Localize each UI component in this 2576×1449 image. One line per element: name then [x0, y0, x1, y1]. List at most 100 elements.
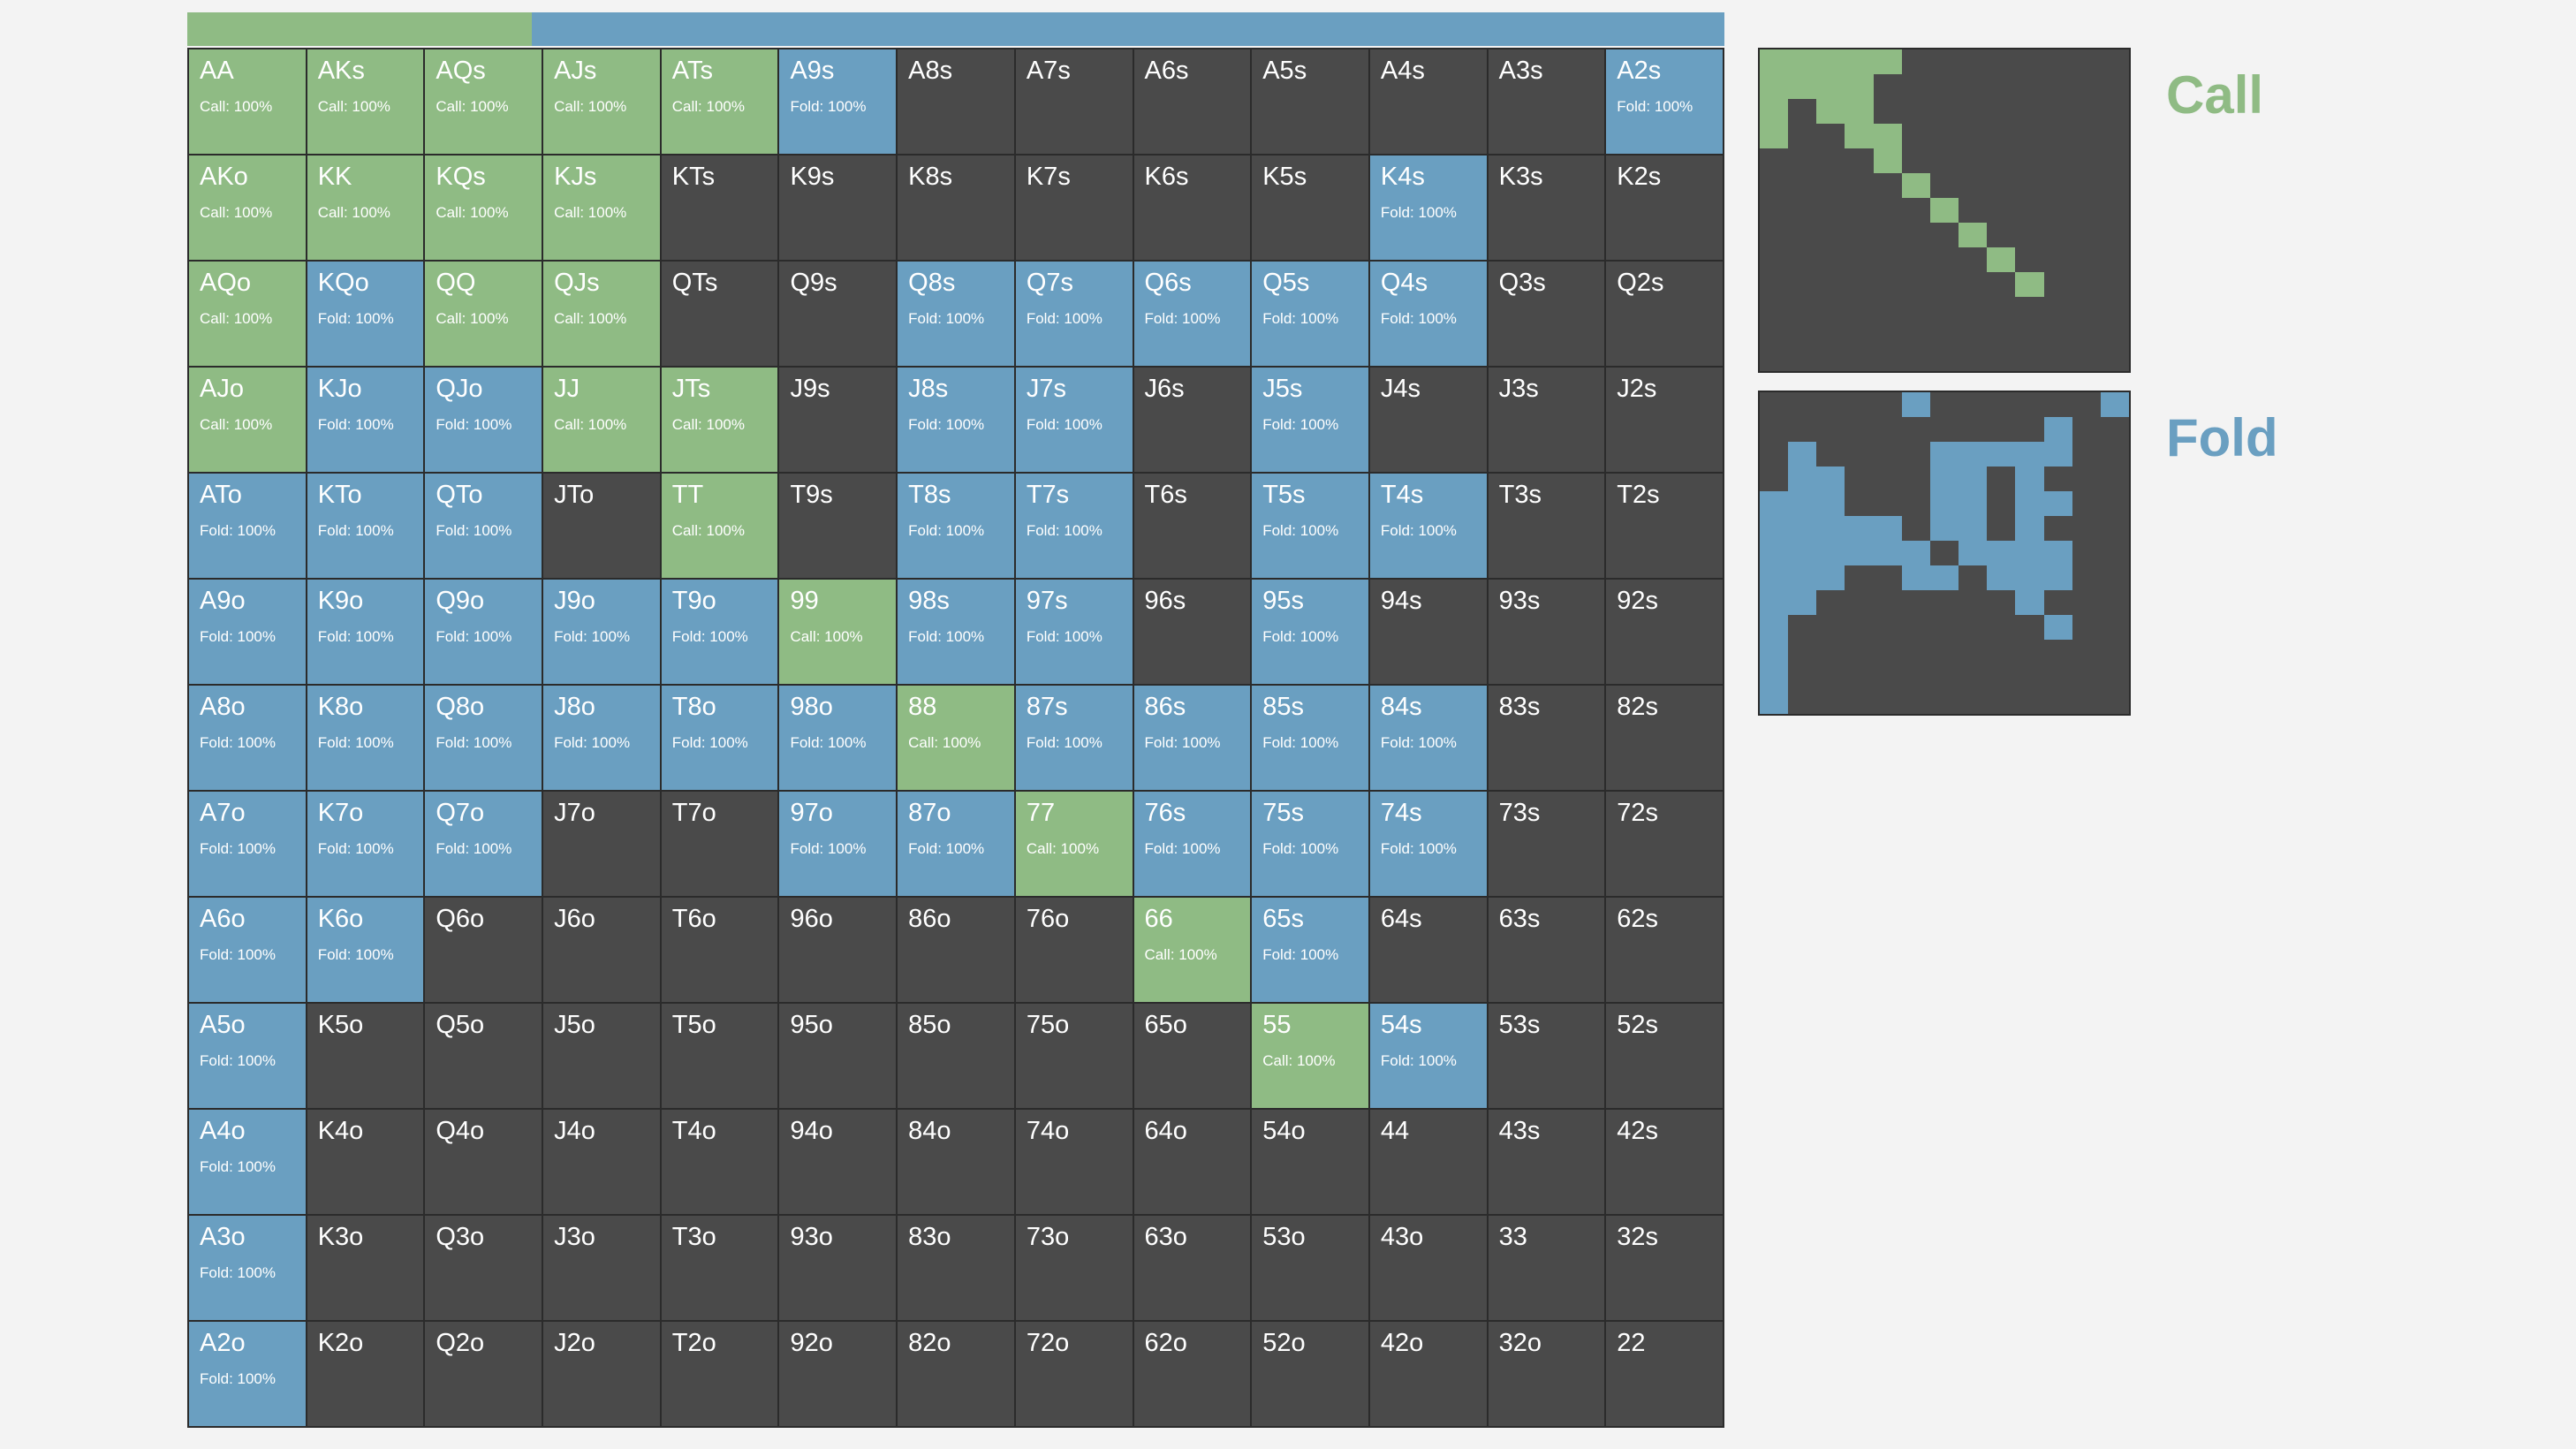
- hand-cell-97s[interactable]: 97s Fold: 100%: [1015, 580, 1133, 684]
- hand-cell-65s[interactable]: 65s Fold: 100%: [1252, 898, 1368, 1002]
- hand-cell-J2o[interactable]: J2o: [543, 1322, 660, 1426]
- hand-cell-AA[interactable]: AA Call: 100%: [189, 49, 306, 154]
- hand-cell-K2s[interactable]: K2s: [1606, 156, 1723, 260]
- hand-cell-Q2o[interactable]: Q2o: [425, 1322, 542, 1426]
- hand-cell-K5s[interactable]: K5s: [1252, 156, 1368, 260]
- hand-cell-AQs[interactable]: AQs Call: 100%: [425, 49, 542, 154]
- hand-cell-43o[interactable]: 43o: [1369, 1216, 1487, 1320]
- hand-cell-T6o[interactable]: T6o: [661, 898, 778, 1002]
- hand-cell-99[interactable]: 99 Call: 100%: [779, 580, 897, 684]
- hand-cell-84s[interactable]: 84s Fold: 100%: [1369, 686, 1487, 790]
- hand-cell-K8o[interactable]: K8o Fold: 100%: [307, 686, 424, 790]
- hand-cell-J9o[interactable]: J9o Fold: 100%: [543, 580, 660, 684]
- hand-cell-A5o[interactable]: A5o Fold: 100%: [189, 1004, 306, 1108]
- hand-cell-TT[interactable]: TT Call: 100%: [661, 474, 778, 578]
- hand-cell-64s[interactable]: 64s: [1369, 898, 1487, 1002]
- hand-cell-Q4s[interactable]: Q4s Fold: 100%: [1369, 262, 1487, 366]
- hand-cell-AKs[interactable]: AKs Call: 100%: [307, 49, 424, 154]
- hand-cell-JJ[interactable]: JJ Call: 100%: [543, 368, 660, 472]
- hand-cell-J6s[interactable]: J6s: [1133, 368, 1251, 472]
- hand-cell-A9s[interactable]: A9s Fold: 100%: [779, 49, 897, 154]
- hand-cell-T5o[interactable]: T5o: [661, 1004, 778, 1108]
- hand-cell-83s[interactable]: 83s: [1488, 686, 1605, 790]
- hand-cell-T5s[interactable]: T5s Fold: 100%: [1252, 474, 1368, 578]
- hand-cell-Q5s[interactable]: Q5s Fold: 100%: [1252, 262, 1368, 366]
- hand-cell-Q9o[interactable]: Q9o Fold: 100%: [425, 580, 542, 684]
- hand-cell-K5o[interactable]: K5o: [307, 1004, 424, 1108]
- hand-cell-AQo[interactable]: AQo Call: 100%: [189, 262, 306, 366]
- hand-cell-43s[interactable]: 43s: [1488, 1110, 1605, 1214]
- hand-cell-95o[interactable]: 95o: [779, 1004, 897, 1108]
- hand-cell-Q5o[interactable]: Q5o: [425, 1004, 542, 1108]
- hand-cell-Q7o[interactable]: Q7o Fold: 100%: [425, 792, 542, 896]
- hand-cell-K4o[interactable]: K4o: [307, 1110, 424, 1214]
- hand-cell-A4o[interactable]: A4o Fold: 100%: [189, 1110, 306, 1214]
- hand-cell-JTo[interactable]: JTo: [543, 474, 660, 578]
- hand-cell-65o[interactable]: 65o: [1133, 1004, 1251, 1108]
- hand-cell-T7s[interactable]: T7s Fold: 100%: [1015, 474, 1133, 578]
- hand-cell-93s[interactable]: 93s: [1488, 580, 1605, 684]
- call-range-thumbnail[interactable]: [1758, 48, 2131, 373]
- hand-cell-J7s[interactable]: J7s Fold: 100%: [1015, 368, 1133, 472]
- hand-cell-T4s[interactable]: T4s Fold: 100%: [1369, 474, 1487, 578]
- hand-cell-K9s[interactable]: K9s: [779, 156, 897, 260]
- hand-cell-73o[interactable]: 73o: [1015, 1216, 1133, 1320]
- hand-cell-94o[interactable]: 94o: [779, 1110, 897, 1214]
- hand-cell-K3o[interactable]: K3o: [307, 1216, 424, 1320]
- hand-cell-Q3s[interactable]: Q3s: [1488, 262, 1605, 366]
- hand-cell-T6s[interactable]: T6s: [1133, 474, 1251, 578]
- hand-cell-K3s[interactable]: K3s: [1488, 156, 1605, 260]
- hand-cell-64o[interactable]: 64o: [1133, 1110, 1251, 1214]
- hand-cell-85o[interactable]: 85o: [898, 1004, 1014, 1108]
- hand-cell-K6o[interactable]: K6o Fold: 100%: [307, 898, 424, 1002]
- hand-cell-A8o[interactable]: A8o Fold: 100%: [189, 686, 306, 790]
- hand-cell-54o[interactable]: 54o: [1252, 1110, 1368, 1214]
- hand-cell-A6s[interactable]: A6s: [1133, 49, 1251, 154]
- hand-cell-J6o[interactable]: J6o: [543, 898, 660, 1002]
- hand-cell-KTs[interactable]: KTs: [661, 156, 778, 260]
- hand-cell-A3o[interactable]: A3o Fold: 100%: [189, 1216, 306, 1320]
- hand-cell-AKo[interactable]: AKo Call: 100%: [189, 156, 306, 260]
- hand-cell-Q8s[interactable]: Q8s Fold: 100%: [898, 262, 1014, 366]
- hand-cell-A2s[interactable]: A2s Fold: 100%: [1606, 49, 1723, 154]
- hand-cell-62s[interactable]: 62s: [1606, 898, 1723, 1002]
- hand-cell-33[interactable]: 33: [1488, 1216, 1605, 1320]
- hand-cell-Q4o[interactable]: Q4o: [425, 1110, 542, 1214]
- hand-cell-32s[interactable]: 32s: [1606, 1216, 1723, 1320]
- hand-cell-52o[interactable]: 52o: [1252, 1322, 1368, 1426]
- hand-cell-JTs[interactable]: JTs Call: 100%: [661, 368, 778, 472]
- hand-cell-66[interactable]: 66 Call: 100%: [1133, 898, 1251, 1002]
- hand-cell-J4o[interactable]: J4o: [543, 1110, 660, 1214]
- hand-cell-63s[interactable]: 63s: [1488, 898, 1605, 1002]
- hand-cell-Q9s[interactable]: Q9s: [779, 262, 897, 366]
- hand-cell-Q8o[interactable]: Q8o Fold: 100%: [425, 686, 542, 790]
- hand-cell-82s[interactable]: 82s: [1606, 686, 1723, 790]
- hand-cell-A4s[interactable]: A4s: [1369, 49, 1487, 154]
- hand-cell-J9s[interactable]: J9s: [779, 368, 897, 472]
- hand-cell-75s[interactable]: 75s Fold: 100%: [1252, 792, 1368, 896]
- hand-cell-Q7s[interactable]: Q7s Fold: 100%: [1015, 262, 1133, 366]
- hand-cell-A3s[interactable]: A3s: [1488, 49, 1605, 154]
- hand-cell-Q6s[interactable]: Q6s Fold: 100%: [1133, 262, 1251, 366]
- hand-cell-96s[interactable]: 96s: [1133, 580, 1251, 684]
- hand-cell-J5s[interactable]: J5s Fold: 100%: [1252, 368, 1368, 472]
- hand-cell-92o[interactable]: 92o: [779, 1322, 897, 1426]
- hand-cell-42s[interactable]: 42s: [1606, 1110, 1723, 1214]
- hand-cell-A7o[interactable]: A7o Fold: 100%: [189, 792, 306, 896]
- hand-cell-98s[interactable]: 98s Fold: 100%: [898, 580, 1014, 684]
- hand-cell-KQo[interactable]: KQo Fold: 100%: [307, 262, 424, 366]
- hand-cell-QQ[interactable]: QQ Call: 100%: [425, 262, 542, 366]
- hand-cell-54s[interactable]: 54s Fold: 100%: [1369, 1004, 1487, 1108]
- hand-cell-A2o[interactable]: A2o Fold: 100%: [189, 1322, 306, 1426]
- hand-cell-T8o[interactable]: T8o Fold: 100%: [661, 686, 778, 790]
- hand-cell-AJo[interactable]: AJo Call: 100%: [189, 368, 306, 472]
- hand-cell-63o[interactable]: 63o: [1133, 1216, 1251, 1320]
- hand-cell-A8s[interactable]: A8s: [898, 49, 1014, 154]
- hand-cell-T3s[interactable]: T3s: [1488, 474, 1605, 578]
- hand-cell-88[interactable]: 88 Call: 100%: [898, 686, 1014, 790]
- hand-cell-82o[interactable]: 82o: [898, 1322, 1014, 1426]
- hand-cell-K9o[interactable]: K9o Fold: 100%: [307, 580, 424, 684]
- hand-cell-K4s[interactable]: K4s Fold: 100%: [1369, 156, 1487, 260]
- hand-cell-98o[interactable]: 98o Fold: 100%: [779, 686, 897, 790]
- hand-cell-K2o[interactable]: K2o: [307, 1322, 424, 1426]
